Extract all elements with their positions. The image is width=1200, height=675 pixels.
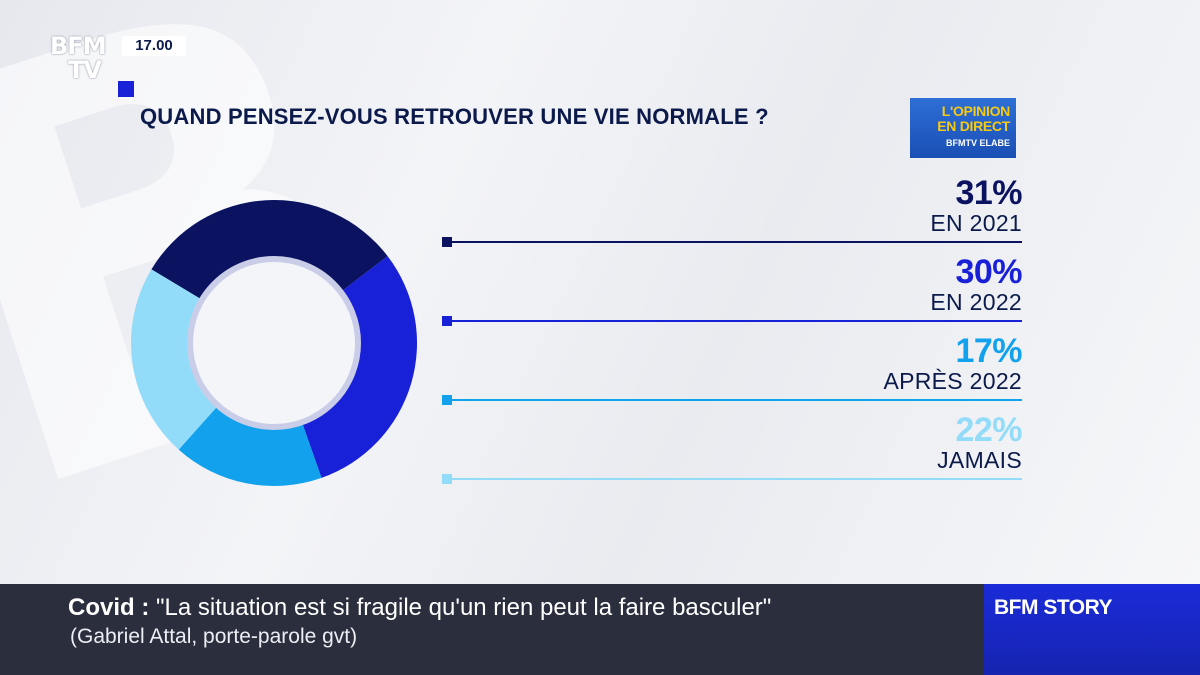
legend-square-never (442, 474, 452, 484)
legend-square-2021 (442, 237, 452, 247)
bfmtv-logo: BFM TV (50, 34, 120, 82)
donut-chart (131, 200, 417, 486)
title-square-icon (118, 81, 134, 97)
legend-rule-never (442, 474, 1022, 484)
donut-slice-after-2022 (178, 405, 322, 486)
donut-slice-2021 (151, 200, 388, 300)
channel-badge: BFM STORY (984, 584, 1200, 675)
opinion-badge-line3: BFMTV ELABE (946, 138, 1010, 148)
ticker-headline-line: Covid : "La situation est si fragile qu'… (68, 594, 771, 622)
logo-tv: TV (68, 56, 102, 84)
legend-label-2022: EN 2022 (930, 289, 1022, 315)
legend-label-never: JAMAIS (937, 447, 1022, 473)
legend-item-never: 22% JAMAIS (937, 413, 1022, 473)
legend-rule-after-2022 (442, 395, 1022, 405)
channel-name: BFM STORY (994, 596, 1113, 619)
donut-slice-never (131, 269, 219, 450)
chart-title: QUAND PENSEZ-VOUS RETROUVER UNE VIE NORM… (140, 104, 769, 129)
ticker-source: (Gabriel Attal, porte-parole gvt) (70, 625, 358, 648)
donut-slice-2022 (301, 256, 417, 478)
legend-rule-2021 (442, 237, 1022, 247)
legend-value-after-2022: 17% (955, 332, 1022, 370)
opinion-badge: L'OPINION EN DIRECT BFMTV ELABE (910, 98, 1016, 158)
legend-label-2021: EN 2021 (930, 210, 1022, 236)
clock: 17.00 (122, 36, 186, 56)
logo-bfm: BFM (50, 32, 107, 60)
ticker-separator: : (134, 594, 156, 621)
legend-item-after-2022: 17% APRÈS 2022 (883, 334, 1022, 394)
legend-square-2022 (442, 316, 452, 326)
legend-value-2022: 30% (955, 253, 1022, 291)
legend-square-after-2022 (442, 395, 452, 405)
legend-rule-2022 (442, 316, 1022, 326)
opinion-badge-line2: EN DIRECT (937, 118, 1010, 134)
ticker-headline: "La situation est si fragile qu'un rien … (156, 594, 772, 621)
legend-item-2021: 31% EN 2021 (930, 176, 1022, 236)
donut-hole (187, 256, 361, 430)
legend-label-after-2022: APRÈS 2022 (883, 368, 1022, 394)
legend-value-never: 22% (955, 411, 1022, 449)
legend-item-2022: 30% EN 2022 (930, 255, 1022, 315)
ticker-topic: Covid (68, 594, 135, 621)
legend-value-2021: 31% (955, 174, 1022, 212)
opinion-badge-line1: L'OPINION (941, 103, 1011, 119)
